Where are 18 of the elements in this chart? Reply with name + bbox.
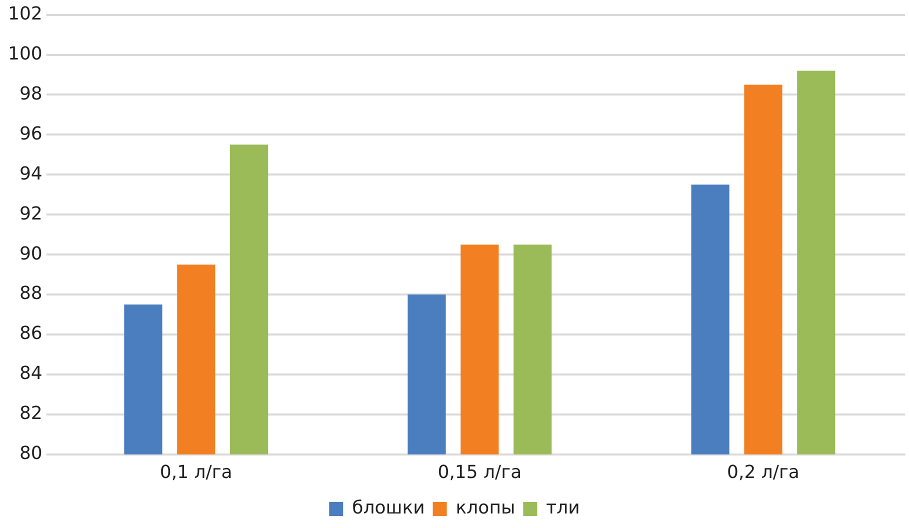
legend-label: блошки [352,498,425,519]
y-tick-label: 88 [19,283,42,304]
x-tick-label: 0,2 л/га [727,462,800,483]
x-tick-label: 0,15 л/га [438,462,522,483]
y-tick-label: 94 [19,163,42,184]
y-tick-label: 92 [19,203,42,224]
y-tick-label: 96 [19,123,42,144]
y-tick-label: 86 [19,323,42,344]
y-tick-label: 80 [19,443,42,464]
y-tick-label: 100 [8,43,42,64]
y-tick-label: 98 [19,83,42,104]
y-tick-label: 84 [19,363,42,384]
y-tick-label: 90 [19,243,42,264]
legend-label: клопы [456,498,516,519]
legend-label: тли [546,498,580,519]
y-tick-label: 102 [8,3,42,24]
x-tick-label: 0,1 л/га [160,462,232,483]
y-tick-label: 82 [19,403,42,424]
